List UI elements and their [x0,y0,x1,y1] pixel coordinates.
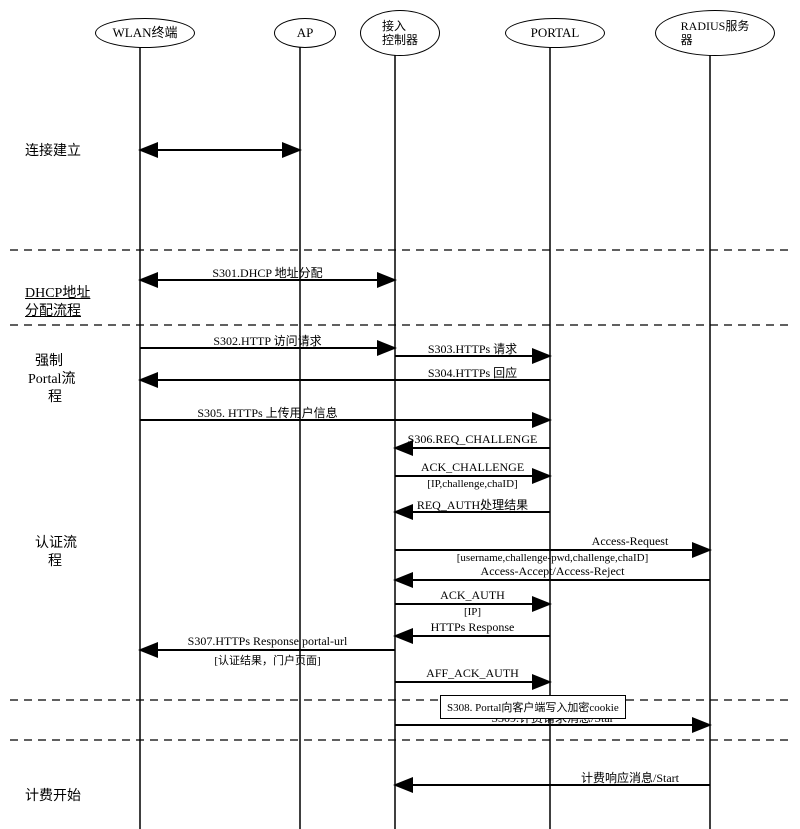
note-box: S308. Portal向客户端写入加密cookie [440,695,626,719]
phase-label: Portal流 [28,368,75,388]
participant-ap: AP [274,18,336,48]
message-label: AFF_ACK_AUTH [399,666,546,681]
message-sublabel: [IP] [397,606,548,618]
phase-label: 计费开始 [25,785,81,805]
message-label: S302.HTTP 访问请求 [144,332,391,349]
message-sublabel: [认证结果，门户页面] [142,652,393,668]
message-label: S307.HTTPs Response portal-url [144,634,391,649]
message-label: Access-Request [554,534,706,549]
phase-label: 分配流程 [25,300,81,320]
message-label: REQ_AUTH处理结果 [399,496,546,513]
message-label: S305. HTTPs 上传用户信息 [144,404,391,421]
participant-ac: 接入控制器 [360,10,440,56]
message-sublabel: [IP,challenge,chaID] [397,478,548,490]
phase-label: 程 [48,386,62,406]
phase-label: 程 [48,550,62,570]
message-label: S303.HTTPs 请求 [399,340,546,357]
phase-label: 强制 [35,350,63,370]
participant-radius: RADIUS服务器 [655,10,775,56]
message-label: HTTPs Response [399,620,546,635]
message-label: Access-Accept/Access-Reject [399,564,706,579]
phase-label: 认证流 [35,532,77,552]
participant-wlan: WLAN终端 [95,18,195,48]
message-label: ACK_AUTH [399,588,546,603]
sequence-diagram: WLAN终端 AP 接入控制器 PORTAL RADIUS服务器连接建立 DHCP地址分配… [0,0,800,829]
message-label: S304.HTTPs 回应 [399,364,546,381]
message-label: S306.REQ_CHALLENGE [399,432,546,447]
participant-portal: PORTAL [505,18,605,48]
phase-label: 连接建立 [25,140,81,160]
message-label: 计费响应消息/Start [554,769,706,786]
message-label: S301.DHCP 地址分配 [144,264,391,281]
message-label: ACK_CHALLENGE [399,460,546,475]
message-sublabel: [username,challenge-pwd,challenge,chaID] [397,552,708,564]
phase-label: DHCP地址 [25,282,90,302]
